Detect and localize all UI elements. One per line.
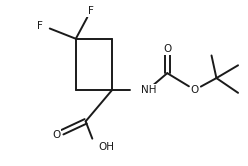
Text: O: O bbox=[191, 85, 199, 95]
Text: OH: OH bbox=[98, 142, 114, 152]
Text: F: F bbox=[88, 6, 93, 16]
Text: O: O bbox=[52, 130, 60, 140]
Text: O: O bbox=[163, 44, 171, 54]
Text: F: F bbox=[37, 21, 43, 31]
Text: NH: NH bbox=[141, 85, 156, 95]
